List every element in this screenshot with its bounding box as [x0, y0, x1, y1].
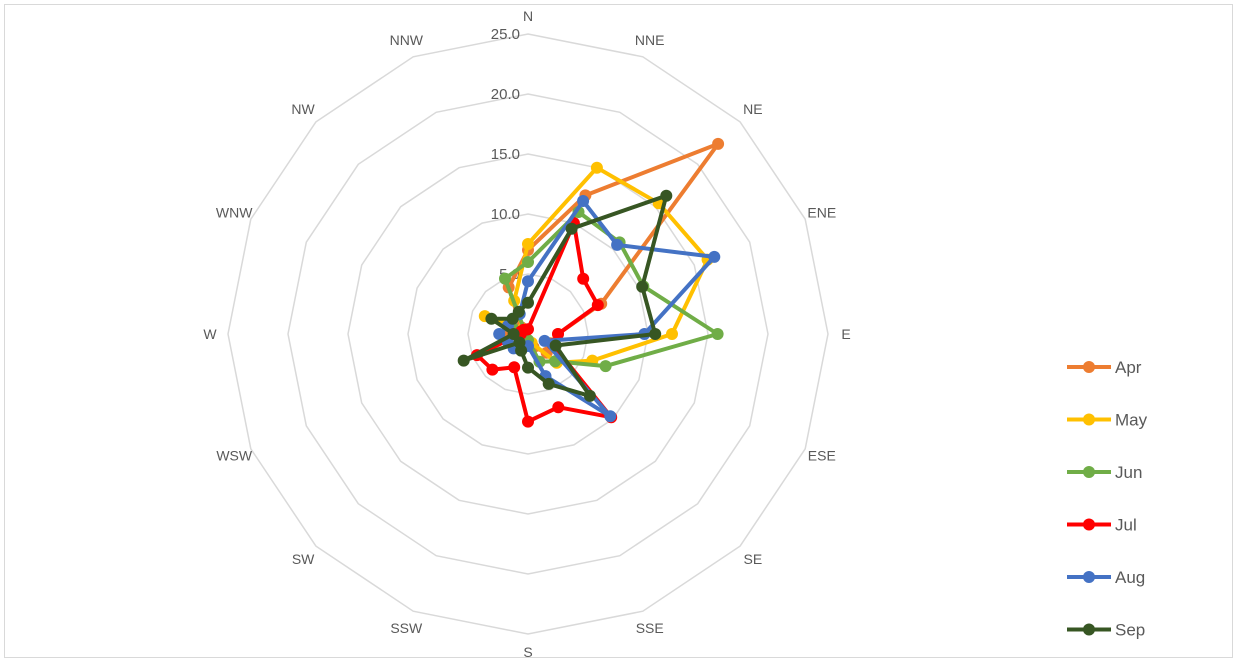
- point-may-n: [522, 238, 534, 250]
- point-sep-wnw: [485, 312, 498, 325]
- point-sep-n: [522, 296, 534, 309]
- point-aug-se: [604, 410, 617, 423]
- legend-marker-jun: [1083, 466, 1095, 478]
- point-may-nne: [590, 161, 603, 174]
- legend-label-may: May: [1115, 411, 1148, 430]
- point-jun-n: [522, 256, 534, 268]
- category-label-se: SE: [744, 551, 763, 567]
- category-label-sw: SW: [292, 551, 315, 567]
- legend-item-sep: Sep: [1067, 621, 1145, 640]
- point-aug-ese: [538, 334, 551, 347]
- legend-item-may: May: [1067, 411, 1148, 430]
- point-sep-e: [649, 328, 662, 340]
- point-sep-sse: [542, 377, 555, 390]
- category-label-w: W: [203, 326, 217, 342]
- legend-label-apr: Apr: [1115, 358, 1142, 377]
- legend-item-apr: Apr: [1067, 358, 1142, 377]
- category-label-ne: NE: [743, 101, 762, 117]
- point-jul-sse: [552, 401, 565, 414]
- legend-marker-aug: [1083, 571, 1095, 583]
- point-jul-ne: [577, 272, 590, 285]
- category-label-e: E: [841, 326, 850, 342]
- category-label-nnw: NNW: [390, 32, 424, 48]
- category-label-nw: NW: [291, 101, 315, 117]
- legend-marker-sep: [1083, 623, 1095, 636]
- point-sep-ese: [549, 339, 562, 352]
- point-sep-sw: [513, 336, 526, 349]
- series-layer: [457, 137, 725, 428]
- series-sep: [457, 189, 673, 402]
- radar-grid: [227, 33, 829, 635]
- point-jul-sw: [486, 363, 499, 376]
- point-aug-ne: [611, 238, 624, 251]
- gridline-1: [467, 273, 589, 395]
- category-label-wsw: WSW: [216, 448, 253, 464]
- point-jul-nnw: [520, 323, 533, 336]
- point-sep-ene: [636, 280, 649, 293]
- point-apr-ne: [712, 137, 725, 150]
- point-jun-e: [711, 328, 724, 340]
- tick-label-4: 20.0: [491, 86, 520, 103]
- point-jul-ssw: [508, 361, 521, 374]
- tick-label-2: 10.0: [491, 206, 520, 223]
- gridline-5: [227, 33, 829, 635]
- point-jul-ene: [591, 299, 604, 312]
- category-label-wnw: WNW: [216, 204, 253, 220]
- gridline-2: [407, 213, 649, 455]
- point-sep-nne: [565, 222, 578, 235]
- legend-label-sep: Sep: [1115, 621, 1145, 640]
- point-sep-w: [507, 328, 520, 340]
- point-aug-n: [522, 275, 534, 288]
- point-aug-ene: [708, 250, 721, 263]
- point-sep-ne: [660, 189, 673, 202]
- gridline-3: [347, 153, 709, 515]
- category-label-sse: SSE: [636, 620, 664, 636]
- legend-label-aug: Aug: [1115, 568, 1145, 587]
- point-sep-s: [522, 361, 534, 374]
- legend-marker-may: [1083, 413, 1095, 426]
- point-sep-wsw: [457, 354, 470, 367]
- tick-label-3: 15.0: [491, 146, 520, 163]
- gridline-4: [287, 93, 769, 575]
- category-label-ene: ENE: [807, 204, 836, 220]
- legend-item-jul: Jul: [1067, 516, 1137, 535]
- tick-label-5: 25.0: [491, 26, 520, 43]
- category-label-n: N: [523, 8, 533, 24]
- legend: Apr May Jun Jul Aug Sep: [1067, 358, 1148, 640]
- point-jul-e: [552, 328, 564, 340]
- category-label-s: S: [523, 644, 532, 659]
- category-axis-labels: N NNE NE ENE E ESE SE SSE S SSW SW WSW W WNW NW NNW: [203, 8, 850, 659]
- point-aug-nne: [577, 195, 590, 207]
- point-sep-nnw: [512, 305, 525, 318]
- point-jun-nnw: [499, 272, 511, 285]
- point-jun-ese: [599, 360, 612, 373]
- legend-label-jul: Jul: [1115, 516, 1137, 535]
- legend-item-jun: Jun: [1067, 463, 1142, 482]
- legend-label-jun: Jun: [1115, 463, 1142, 482]
- legend-marker-jul: [1083, 518, 1095, 531]
- category-label-nne: NNE: [635, 32, 665, 48]
- point-aug-w: [493, 328, 506, 340]
- legend-item-aug: Aug: [1067, 568, 1145, 587]
- point-sep-se: [583, 389, 596, 402]
- point-jul-s: [522, 415, 534, 428]
- point-may-e: [666, 328, 678, 340]
- category-label-ese: ESE: [808, 448, 836, 464]
- category-label-ssw: SSW: [390, 620, 423, 636]
- legend-marker-apr: [1083, 361, 1095, 373]
